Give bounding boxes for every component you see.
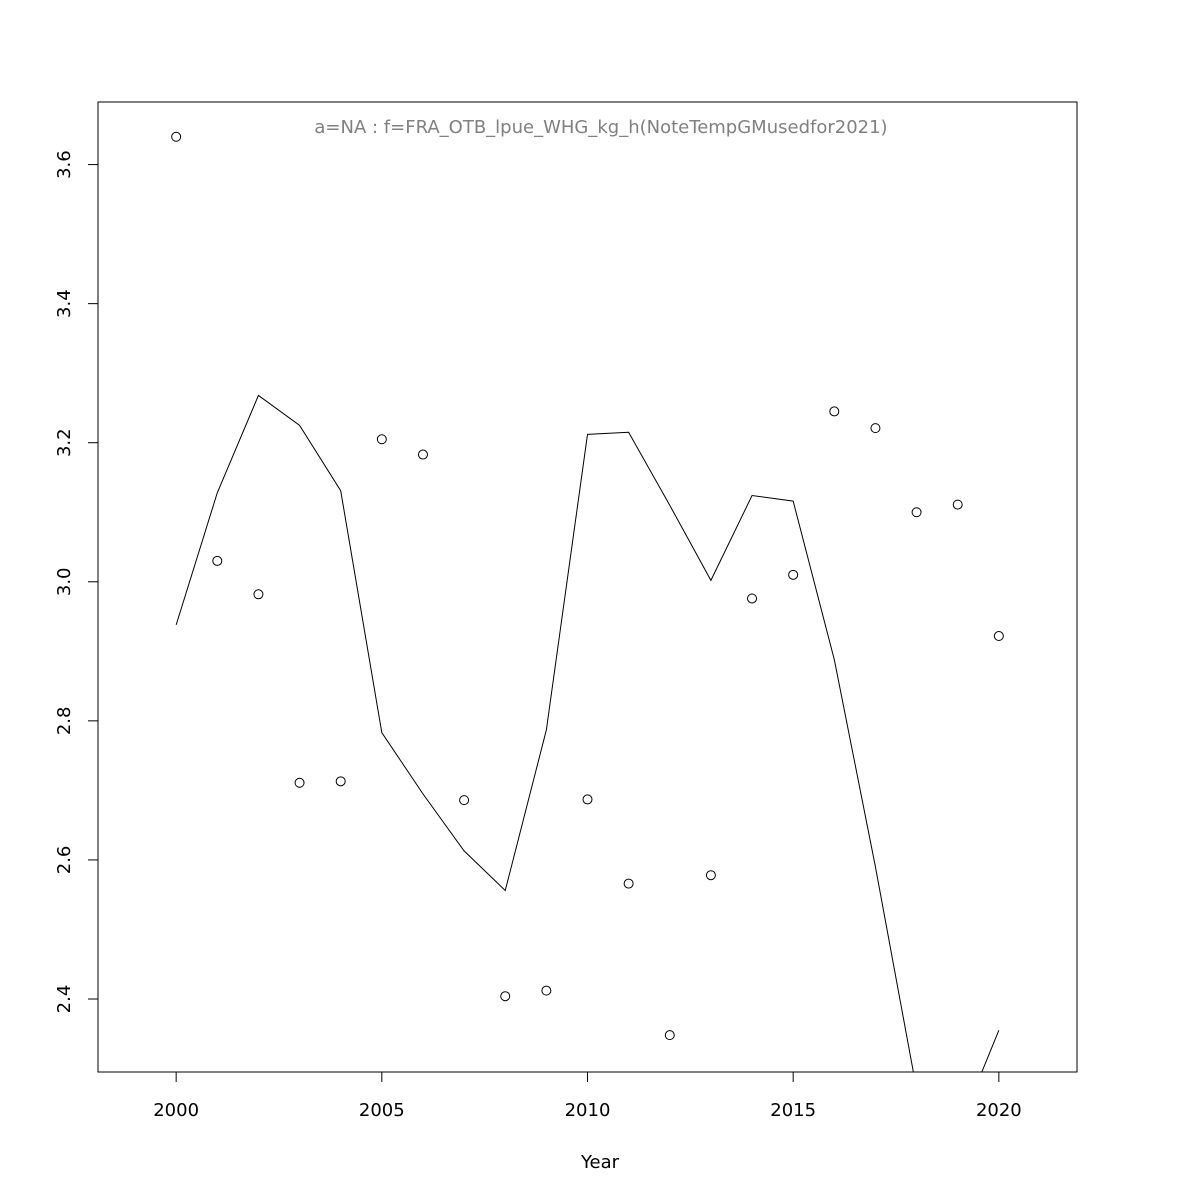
data-point [829, 406, 840, 417]
data-point [335, 776, 346, 787]
data-point [870, 423, 881, 434]
data-point [212, 555, 223, 566]
x-tick-label: 2000 [153, 1100, 199, 1121]
y-tick-label: 2.8 [54, 707, 75, 736]
y-tick-label: 3.0 [54, 567, 75, 596]
chart-title: a=NA : f=FRA_OTB_lpue_WHG_kg_h(NoteTempG… [314, 117, 887, 138]
data-point [294, 777, 305, 788]
data-point [747, 593, 758, 604]
data-point [952, 499, 963, 510]
y-tick-label: 2.4 [54, 985, 75, 1014]
y-tick-label: 2.6 [54, 846, 75, 875]
x-tick-label: 2015 [770, 1100, 816, 1121]
data-point [705, 870, 716, 881]
plot-frame [97, 101, 1078, 1073]
y-tick-label: 3.2 [54, 428, 75, 457]
fitted-line [175, 394, 1000, 1072]
y-tick-label: 3.6 [54, 150, 75, 179]
x-tick-label: 2005 [359, 1100, 405, 1121]
data-point [417, 449, 428, 460]
data-point [253, 589, 264, 600]
data-point [623, 878, 634, 889]
data-point [788, 569, 799, 580]
series-points [171, 131, 1004, 1041]
x-tick-label: 2020 [976, 1100, 1022, 1121]
data-point [171, 131, 182, 142]
data-point [582, 794, 593, 805]
x-axis-label: Year [580, 1152, 620, 1173]
data-point [459, 795, 470, 806]
data-point [664, 1030, 675, 1041]
x-tick-label: 2010 [565, 1100, 611, 1121]
series-line [175, 394, 1000, 1072]
data-point [376, 434, 387, 445]
y-axis: 2.4 2.6 2.8 3.0 3.2 3.4 3.6 [54, 150, 99, 1014]
data-point [993, 631, 1004, 642]
data-point [541, 985, 552, 996]
y-tick-label: 3.4 [54, 289, 75, 318]
data-point [911, 507, 922, 518]
data-point [500, 991, 511, 1002]
x-axis: 2000 2005 2010 2015 2020 [153, 1071, 1022, 1121]
